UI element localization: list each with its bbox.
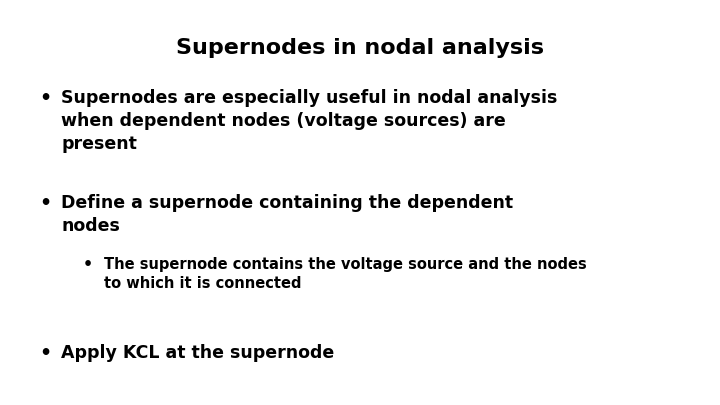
Text: •: • xyxy=(40,89,52,108)
Text: Supernodes are especially useful in nodal analysis
when dependent nodes (voltage: Supernodes are especially useful in noda… xyxy=(61,89,557,153)
Text: Apply KCL at the supernode: Apply KCL at the supernode xyxy=(61,344,335,362)
Text: Define a supernode containing the dependent
nodes: Define a supernode containing the depend… xyxy=(61,194,513,235)
Text: Supernodes in nodal analysis: Supernodes in nodal analysis xyxy=(176,38,544,58)
Text: The supernode contains the voltage source and the nodes
to which it is connected: The supernode contains the voltage sourc… xyxy=(104,257,587,291)
Text: •: • xyxy=(40,344,52,363)
Text: •: • xyxy=(83,257,93,272)
Text: •: • xyxy=(40,194,52,213)
